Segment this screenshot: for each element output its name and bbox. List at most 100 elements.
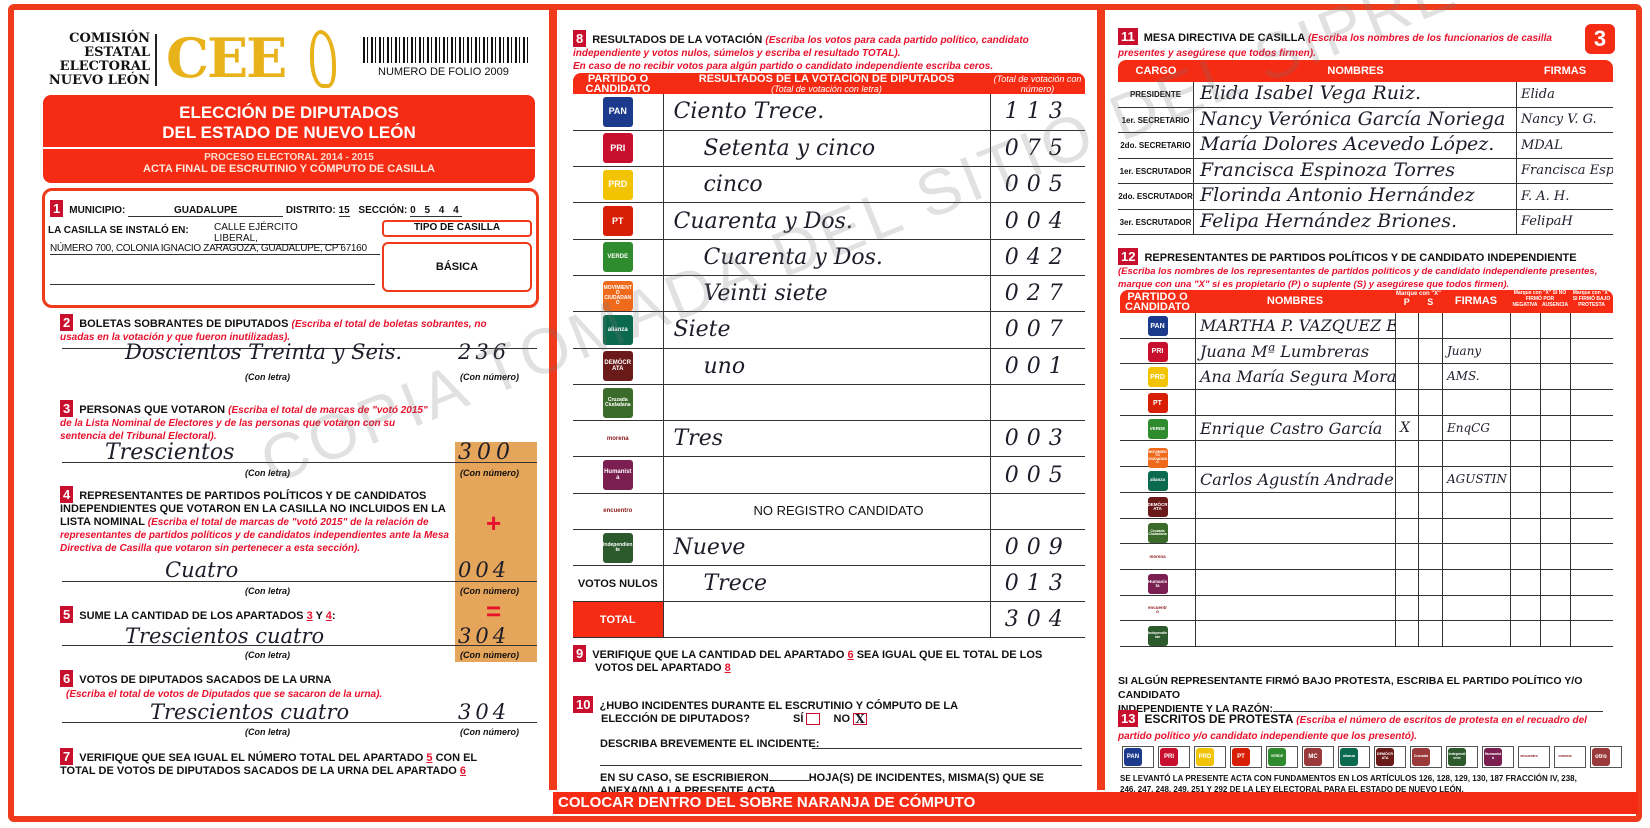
ausencia-mark[interactable] [1540,569,1570,595]
representative-signature[interactable] [1442,441,1510,467]
letter-cell[interactable] [662,384,990,422]
negativa-mark[interactable] [1510,313,1540,338]
number-cell[interactable] [989,384,1085,422]
protesta-mark[interactable] [1570,492,1613,518]
representative-name[interactable] [1195,441,1395,467]
propietario-mark[interactable] [1395,467,1418,492]
representative-signature[interactable]: AGUSTIN ANDRADE [1442,467,1510,492]
protest-box[interactable]: morena [1554,746,1586,768]
ausencia-mark[interactable] [1540,467,1570,492]
protesta-mark[interactable] [1570,364,1613,390]
representative-signature[interactable] [1442,313,1510,338]
letter-cell[interactable]: Setenta y cinco [662,130,990,168]
representative-name[interactable]: Juana Mª Lumbreras [1195,338,1395,364]
suplente-mark[interactable] [1418,569,1442,595]
propietario-mark[interactable]: X [1395,415,1418,441]
negativa-mark[interactable] [1510,338,1540,364]
official-name[interactable]: Elida Isabel Vega Ruiz. [1194,82,1517,107]
suplente-mark[interactable] [1418,595,1442,621]
suplente-mark[interactable] [1418,544,1442,569]
representative-name[interactable] [1195,492,1395,518]
letter-cell[interactable]: Cuarenta y Dos. [662,202,990,240]
protest-box[interactable]: encuentro [1518,746,1550,768]
representative-signature[interactable] [1442,621,1510,646]
protesta-mark[interactable] [1570,390,1613,415]
propietario-mark[interactable] [1395,492,1418,518]
propietario-mark[interactable] [1395,441,1418,467]
ausencia-mark[interactable] [1540,492,1570,518]
propietario-mark[interactable] [1395,595,1418,621]
negativa-mark[interactable] [1510,492,1540,518]
representative-name[interactable] [1195,621,1395,646]
official-signature[interactable]: Nancy V. G. [1521,112,1597,128]
ausencia-mark[interactable] [1540,518,1570,544]
no-checkbox[interactable]: X [853,713,868,726]
representative-signature[interactable]: Juany [1442,338,1510,364]
representative-name[interactable] [1195,569,1395,595]
letter-cell[interactable]: uno [662,348,990,385]
negativa-mark[interactable] [1510,415,1540,441]
representative-signature[interactable] [1442,544,1510,569]
ausencia-mark[interactable] [1540,364,1570,390]
propietario-mark[interactable] [1395,313,1418,338]
suplente-mark[interactable] [1418,338,1442,364]
negativa-mark[interactable] [1510,595,1540,621]
suplente-mark[interactable] [1418,364,1442,390]
number-cell[interactable] [989,493,1085,531]
propietario-mark[interactable] [1395,390,1418,415]
propietario-mark[interactable] [1395,621,1418,646]
ausencia-mark[interactable] [1540,544,1570,569]
protest-box[interactable]: PRD [1194,746,1226,768]
suplente-mark[interactable] [1418,518,1442,544]
representative-signature[interactable] [1442,595,1510,621]
representative-name[interactable]: Carlos Agustín Andrade 627 [1195,467,1395,492]
representative-signature[interactable] [1442,518,1510,544]
ausencia-mark[interactable] [1540,338,1570,364]
letter-cell[interactable]: Ciento Trece. [662,94,990,131]
letter-cell[interactable]: cinco [662,166,990,204]
representative-name[interactable] [1195,595,1395,621]
ausencia-mark[interactable] [1540,621,1570,646]
negativa-mark[interactable] [1510,518,1540,544]
si-checkbox[interactable] [806,713,821,726]
negativa-mark[interactable] [1510,390,1540,415]
number-cell[interactable]: 004 [989,202,1085,240]
representative-name[interactable]: Enrique Castro García [1195,415,1395,441]
official-signature[interactable]: FelipaH [1521,214,1573,230]
protest-box[interactable]: alianza [1338,746,1370,768]
representative-signature[interactable]: EnqCG [1442,415,1510,441]
representative-name[interactable] [1195,390,1395,415]
protesta-mark[interactable] [1570,467,1613,492]
official-signature[interactable]: F. A. H. [1521,188,1570,204]
protest-reason-field[interactable] [1273,711,1603,712]
ausencia-mark[interactable] [1540,313,1570,338]
representative-signature[interactable] [1442,569,1510,595]
official-signature[interactable]: MDAL [1521,137,1563,153]
suplente-mark[interactable] [1418,621,1442,646]
representative-signature[interactable] [1442,492,1510,518]
number-cell[interactable]: 027 [989,275,1085,313]
protest-box[interactable]: otro [1590,746,1622,768]
protesta-mark[interactable] [1570,569,1613,595]
number-cell[interactable]: 009 [989,529,1085,567]
suplente-mark[interactable] [1418,390,1442,415]
number-cell[interactable]: 042 [989,239,1085,276]
number-cell[interactable]: 005 [989,166,1085,204]
protesta-mark[interactable] [1570,544,1613,569]
negativa-mark[interactable] [1510,441,1540,467]
official-name[interactable]: Florinda Antonio Hernández [1194,184,1517,209]
propietario-mark[interactable] [1395,544,1418,569]
letter-cell[interactable]: Veinti siete [662,275,990,313]
negativa-mark[interactable] [1510,569,1540,595]
protest-box[interactable]: PRI [1158,746,1190,768]
representative-name[interactable] [1195,518,1395,544]
negativa-mark[interactable] [1510,364,1540,390]
letter-cell[interactable]: Tres [662,420,990,458]
representative-name[interactable] [1195,544,1395,569]
official-name[interactable]: Felipa Hernández Briones. [1194,209,1517,234]
letter-cell[interactable]: Siete [662,311,990,349]
protest-box[interactable]: DEMÓCRATA [1374,746,1406,768]
representative-name[interactable]: MARTHA P. VAZQUEZ E. [1195,313,1395,338]
protesta-mark[interactable] [1570,338,1613,364]
official-name[interactable]: María Dolores Acevedo López. [1194,133,1517,158]
